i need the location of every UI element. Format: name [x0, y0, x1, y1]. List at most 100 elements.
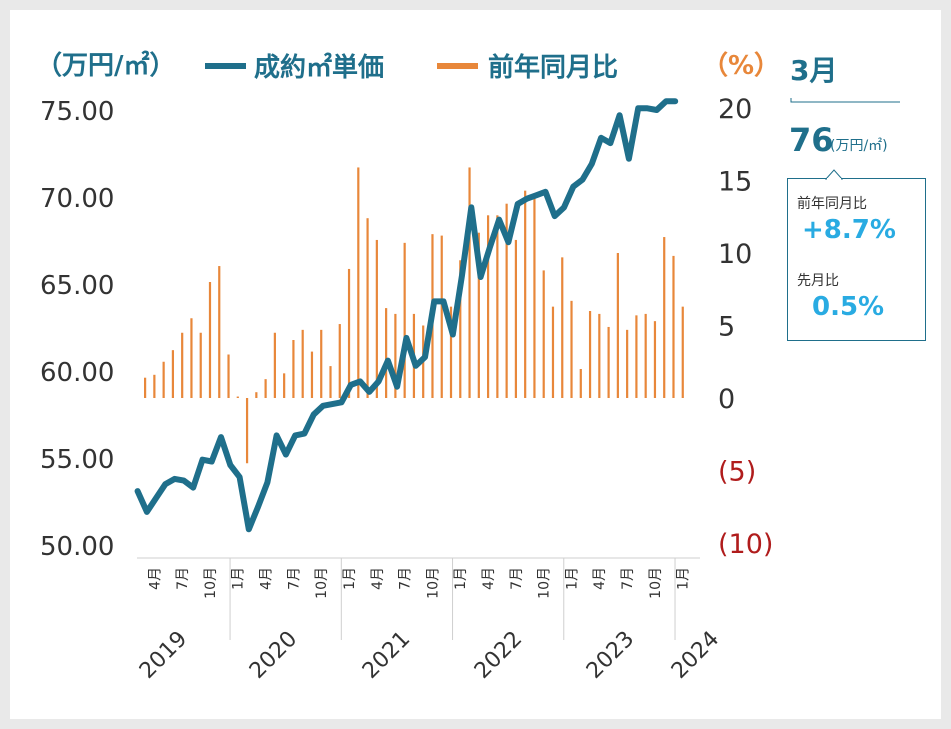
yoy-bar [320, 329, 323, 398]
yoy-bar [588, 311, 592, 398]
yoy-bar [227, 354, 230, 398]
yoy-bar [273, 332, 276, 398]
yoy-bar [505, 203, 508, 398]
right-tick-label: 5 [718, 312, 735, 343]
month-tick-label: 7月 [509, 567, 525, 590]
yoy-bar [144, 377, 147, 398]
right-tick-label: (10) [718, 529, 773, 560]
yoy-bar [616, 253, 619, 398]
yoy-bar [681, 306, 684, 398]
month-tick-label: 4月 [147, 567, 163, 590]
yoy-bar [626, 329, 629, 398]
month-tick-label: 10月 [648, 567, 664, 599]
callout-mom-value: 0.5% [812, 292, 885, 322]
left-tick-label: 70.00 [40, 184, 114, 214]
right-tick-label: 10 [718, 239, 752, 270]
right-unit-label: （%） [702, 51, 780, 81]
left-tick-label: 50.00 [40, 532, 114, 562]
yoy-bar [533, 195, 536, 398]
month-tick-label: 10月 [314, 567, 330, 599]
month-tick-label: 1月 [231, 567, 247, 590]
yoy-bar [347, 268, 351, 398]
callout-price-value: 76 [789, 121, 834, 159]
yoy-bar [236, 396, 239, 398]
yoy-bar [570, 300, 573, 398]
chart-panel [10, 10, 941, 719]
callout-yoy-label: 前年同月比 [797, 196, 867, 212]
yoy-bar [635, 315, 638, 398]
month-tick-label: 4月 [481, 567, 497, 590]
yoy-bar [190, 318, 193, 398]
yoy-bar [310, 351, 314, 398]
right-axis-ticks: (10) (5) 0 5 10 15 20 [718, 94, 773, 560]
callout-month: 3月 [790, 54, 837, 87]
yoy-bar [366, 218, 369, 398]
yoy-bar [283, 373, 286, 398]
yoy-bar [542, 270, 545, 398]
yoy-bar [292, 340, 295, 398]
yoy-bar [301, 329, 304, 398]
yoy-bar [153, 374, 156, 398]
month-tick-label: 1月 [453, 567, 469, 590]
price-line [134, 98, 679, 533]
yoy-bar [468, 167, 471, 398]
yoy-bar [449, 306, 453, 398]
month-tick-label: 7月 [620, 567, 636, 590]
yoy-bar [561, 257, 564, 398]
yoy-bar [199, 332, 202, 398]
yoy-bar [440, 235, 443, 398]
yoy-bar [245, 398, 249, 464]
month-tick-label: 7月 [286, 567, 302, 590]
year-dividers [229, 558, 676, 640]
year-label: 2024 [667, 627, 724, 684]
left-tick-label: 75.00 [40, 97, 114, 127]
yoy-bar [375, 239, 378, 398]
yoy-bar [394, 313, 397, 398]
month-tick-label: 10月 [425, 567, 441, 599]
yoy-bar [486, 215, 490, 398]
month-tick-label: 7月 [398, 567, 414, 590]
yoy-bar [644, 313, 647, 398]
yoy-bar [607, 326, 610, 398]
right-tick-label: 0 [718, 384, 735, 415]
year-label: 2019 [135, 627, 192, 684]
yoy-bar [477, 232, 480, 398]
month-tick-label: 10月 [537, 567, 553, 599]
yoy-bar [181, 332, 184, 398]
month-tick-label: 4月 [259, 567, 275, 590]
month-tick-label: 10月 [203, 567, 219, 599]
month-tick-label: 1月 [676, 567, 692, 590]
callout-bracket [790, 98, 900, 103]
callout-mom-label: 先月比 [797, 273, 839, 289]
yoy-bar [218, 266, 221, 398]
month-tick-label: 1月 [564, 567, 580, 590]
yoy-bar [329, 366, 332, 398]
legend-bar-label: 前年同月比 [488, 52, 618, 83]
left-unit-label: （万円/㎡） [36, 50, 176, 81]
yoy-bar [338, 324, 341, 398]
right-tick-label: (5) [718, 457, 756, 488]
yoy-bar [255, 392, 258, 398]
callout-price-unit: (万円/㎡) [830, 138, 888, 154]
left-tick-label: 55.00 [40, 445, 114, 475]
yoy-bar [653, 321, 657, 398]
yoy-bar [208, 282, 212, 398]
yoy-bar [264, 379, 267, 398]
yoy-bar [672, 255, 675, 398]
year-labels: 2019 2020 2021 2022 2023 2024 [135, 627, 724, 684]
left-tick-label: 60.00 [40, 358, 114, 388]
right-tick-label: 15 [718, 167, 752, 198]
callout-yoy-value: +8.7% [802, 215, 896, 245]
yoy-bar [171, 350, 175, 398]
yoy-bar [598, 313, 601, 398]
year-label: 2020 [245, 627, 302, 684]
month-tick-label: 4月 [592, 567, 608, 590]
yoy-bar [496, 215, 499, 398]
right-tick-label: 20 [718, 94, 752, 125]
yoy-bar [551, 306, 555, 398]
yoy-bar [459, 260, 462, 398]
yoy-bar [403, 242, 406, 398]
year-label: 2021 [358, 627, 415, 684]
